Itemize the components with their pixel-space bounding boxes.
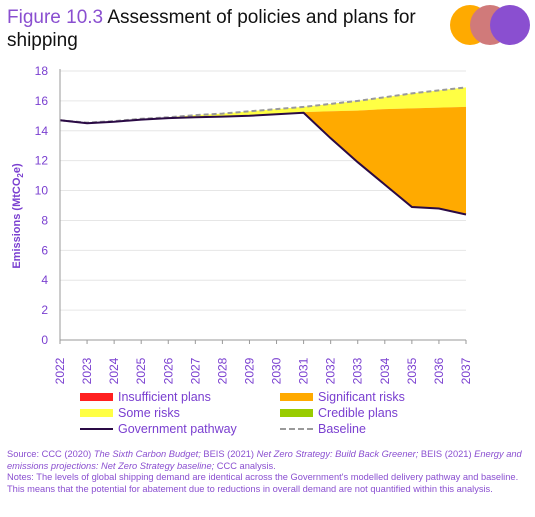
figure-number: Figure 10.3 <box>7 7 104 28</box>
x-tick-label: 2022 <box>53 357 67 384</box>
y-tick-label: 16 <box>35 94 49 108</box>
legend-dashed-line <box>280 428 313 430</box>
source-ref-2: Net Zero Strategy: Build Back Greener; <box>256 449 419 459</box>
emissions-chart: 0 2 4 6 8 10 12 14 16 18 2022 2023 2024 2025 2026 2027 2… <box>11 64 473 384</box>
chart-notes: Source: CCC (2020) The Sixth Carbon Budg… <box>7 449 531 495</box>
y-tick-label: 10 <box>35 184 49 198</box>
x-tick-label: 2029 <box>242 357 256 384</box>
x-tick-label: 2024 <box>107 357 121 384</box>
x-tick-label: 2023 <box>80 357 94 384</box>
legend-label: Significant risks <box>318 390 405 404</box>
legend-label: Insufficient plans <box>118 390 211 404</box>
source-line: Source: CCC (2020) The Sixth Carbon Budg… <box>7 449 531 472</box>
some-risks-area <box>60 87 466 124</box>
legend-swatch <box>80 393 113 401</box>
legend-item-baseline: Baseline <box>280 422 366 436</box>
chart-legend: Insufficient plans Significant risks Some … <box>0 390 535 440</box>
x-tick-label: 2026 <box>161 357 175 384</box>
legend-item-government-pathway: Government pathway <box>80 422 237 436</box>
brand-logo <box>450 5 530 45</box>
legend-item-significant-risks: Significant risks <box>280 390 405 404</box>
source-prefix: Source: CCC (2020) <box>7 449 94 459</box>
source-ref-1: The Sixth Carbon Budget; <box>93 449 201 459</box>
x-tick-label: 2028 <box>215 357 229 384</box>
source-ref-3: Energy and emissions projections: Net Ze… <box>7 449 522 471</box>
x-tick-label: 2037 <box>459 357 473 384</box>
legend-label: Baseline <box>318 422 366 436</box>
x-tick-label: 2025 <box>134 357 148 384</box>
tick-labels: 0 2 4 6 8 10 12 14 16 18 2022 2023 2024 2025 2026 2027 2… <box>35 64 473 384</box>
y-tick-label: 8 <box>41 213 48 227</box>
y-tick-label: 18 <box>35 64 49 78</box>
x-tick-label: 2034 <box>378 357 392 384</box>
x-tick-label: 2036 <box>432 357 446 384</box>
legend-swatch <box>280 409 313 417</box>
legend-item-insufficient-plans: Insufficient plans <box>80 390 211 404</box>
legend-label: Some risks <box>118 406 180 420</box>
y-tick-label: 6 <box>41 243 48 257</box>
chart-lines <box>59 86 467 216</box>
significant-risks-area <box>60 106 466 215</box>
y-tick-label: 12 <box>35 154 49 168</box>
logo-circle-3 <box>490 5 530 45</box>
x-tick-label: 2031 <box>297 357 311 384</box>
legend-line <box>80 428 113 430</box>
legend-label: Credible plans <box>318 406 398 420</box>
figure-title: Assessment of policies and plans for shi… <box>7 7 416 51</box>
legend-swatch <box>280 393 313 401</box>
source-end: CCC analysis. <box>214 460 276 471</box>
axes <box>59 69 467 344</box>
x-tick-label: 2030 <box>270 357 284 384</box>
source-mid-2: BEIS (2021) <box>418 449 475 459</box>
notes-line: Notes: The levels of global shipping dem… <box>7 472 519 494</box>
y-axis-label: Emissions (MtCO2e) <box>11 163 25 269</box>
legend-item-credible-plans: Credible plans <box>280 406 398 420</box>
y-tick-label: 4 <box>41 273 48 287</box>
legend-label: Government pathway <box>118 422 237 436</box>
x-tick-label: 2035 <box>405 357 419 384</box>
chart-areas <box>60 87 466 215</box>
legend-item-some-risks: Some risks <box>80 406 180 420</box>
y-tick-label: 2 <box>41 303 48 317</box>
x-tick-label: 2033 <box>351 357 365 384</box>
y-tick-label: 14 <box>35 124 49 138</box>
x-tick-label: 2032 <box>324 357 338 384</box>
source-mid-1: BEIS (2021) <box>200 449 257 459</box>
chart-title: Figure 10.3 Assessment of policies and p… <box>7 6 427 52</box>
legend-swatch <box>80 409 113 417</box>
y-tick-label: 0 <box>41 333 48 347</box>
government-pathway-line <box>59 111 467 216</box>
x-tick-label: 2027 <box>188 357 202 384</box>
